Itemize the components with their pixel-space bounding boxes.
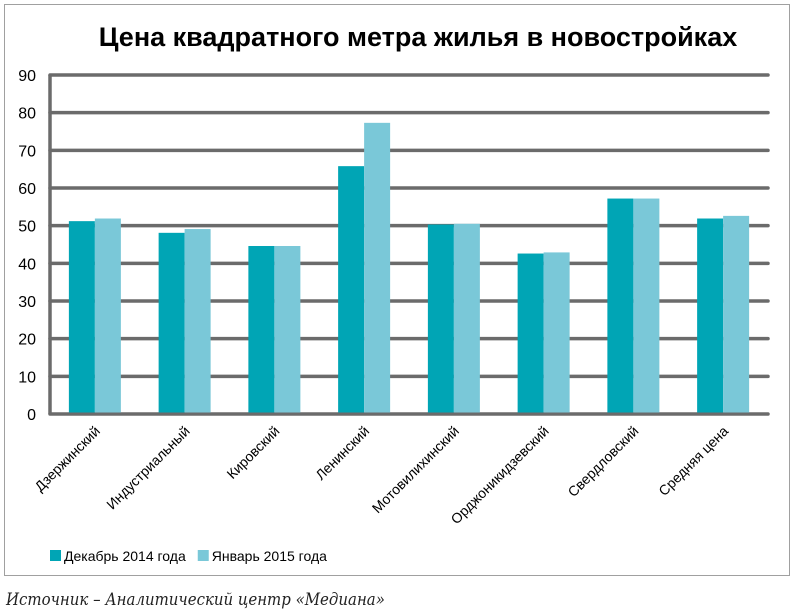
legend-swatch bbox=[197, 550, 209, 561]
bar-dec-2014 bbox=[158, 232, 185, 413]
bar-jan-2015 bbox=[94, 218, 121, 413]
y-tick-label: 30 bbox=[18, 294, 36, 311]
x-tick-label: Кировский bbox=[223, 423, 282, 482]
bars bbox=[68, 122, 750, 413]
y-axis-ticks: 0 10 20 30 40 50 60 70 80 90 bbox=[18, 68, 36, 424]
bar-dec-2014 bbox=[697, 218, 724, 413]
x-tick-label: Средняя цена bbox=[655, 423, 731, 499]
bar-jan-2015 bbox=[364, 122, 391, 413]
x-tick-label: Орджоникидзевский bbox=[447, 423, 551, 527]
bar-dec-2014 bbox=[338, 166, 365, 413]
y-tick-label: 50 bbox=[18, 219, 36, 236]
x-axis-labels: Дзержинский Индустриальный Кировский Ленинс… bbox=[31, 423, 731, 527]
bar-dec-2014 bbox=[248, 246, 275, 413]
bar-jan-2015 bbox=[274, 246, 301, 413]
y-tick-label: 90 bbox=[18, 68, 36, 85]
source-caption: Источник – Аналитический центр «Медиана» bbox=[6, 590, 385, 610]
y-tick-label: 0 bbox=[27, 407, 36, 424]
y-tick-label: 80 bbox=[18, 106, 36, 123]
y-tick-label: 40 bbox=[18, 256, 36, 273]
y-tick-label: 60 bbox=[18, 181, 36, 198]
legend: Декабрь 2014 года Январь 2015 года bbox=[50, 548, 327, 564]
bar-jan-2015 bbox=[184, 229, 211, 413]
bar-jan-2015 bbox=[723, 215, 750, 413]
y-tick-label: 70 bbox=[18, 143, 36, 160]
bar-jan-2015 bbox=[453, 223, 480, 413]
y-tick-label: 10 bbox=[18, 369, 36, 386]
x-tick-label: Индустриальный bbox=[103, 423, 193, 513]
x-tick-label: Дзержинский bbox=[31, 423, 103, 495]
x-tick-label: Свердловский bbox=[564, 423, 641, 500]
gridlines bbox=[48, 73, 770, 416]
legend-label: Январь 2015 года bbox=[212, 548, 327, 564]
legend-label: Декабрь 2014 года bbox=[64, 548, 186, 564]
legend-swatch bbox=[50, 550, 61, 561]
bar-dec-2014 bbox=[427, 224, 454, 413]
bar-dec-2014 bbox=[68, 221, 95, 413]
bar-dec-2014 bbox=[607, 198, 634, 413]
x-tick-label: Ленинский bbox=[312, 423, 372, 483]
chart-frame bbox=[4, 4, 790, 576]
bar-dec-2014 bbox=[517, 253, 544, 413]
bar-jan-2015 bbox=[543, 252, 570, 413]
y-tick-label: 20 bbox=[18, 332, 36, 349]
bar-jan-2015 bbox=[633, 198, 660, 413]
chart-title: Цена квадратного метра жилья в новострой… bbox=[99, 22, 737, 52]
x-tick-label: Мотовилихинский bbox=[369, 423, 462, 516]
